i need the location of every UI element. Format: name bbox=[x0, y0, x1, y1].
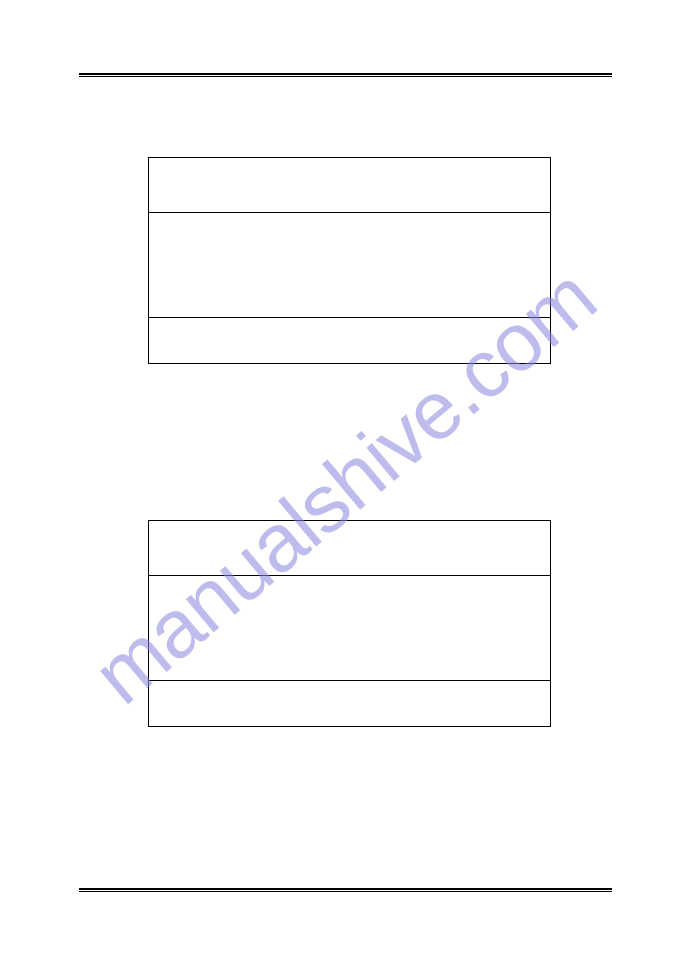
table-1-divider-1 bbox=[149, 212, 550, 213]
top-rule bbox=[79, 73, 612, 77]
table-1 bbox=[148, 157, 551, 364]
page: manualshive.com bbox=[0, 0, 689, 974]
table-2-divider-1 bbox=[149, 575, 550, 576]
table-2-divider-2 bbox=[149, 680, 550, 681]
table-1-divider-2 bbox=[149, 317, 550, 318]
table-2 bbox=[148, 520, 551, 727]
bottom-rule bbox=[79, 888, 612, 892]
